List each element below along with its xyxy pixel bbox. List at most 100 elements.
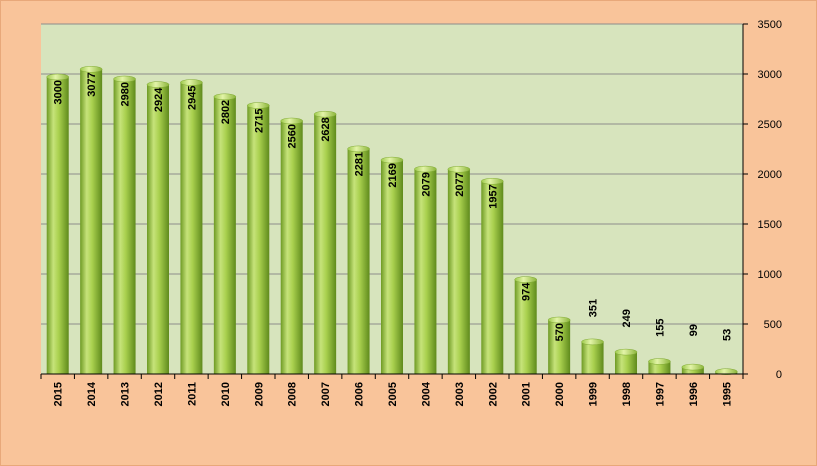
data-label: 2169 — [387, 163, 399, 187]
x-tick-label: 2006 — [354, 382, 366, 406]
data-label: 2980 — [120, 82, 132, 106]
bar-group: 2628 — [313, 110, 337, 374]
bar-group: 2924 — [146, 81, 170, 374]
bar — [247, 105, 270, 374]
x-tick-label: 2013 — [120, 382, 132, 406]
x-tick-label: 2009 — [253, 382, 265, 406]
bar-cap — [46, 73, 69, 81]
bar-cap — [614, 348, 638, 356]
bar-group: 249 — [614, 309, 638, 374]
data-label: 2281 — [354, 152, 366, 176]
bar-cap — [213, 93, 237, 101]
data-label: 2077 — [454, 172, 466, 196]
x-tick-label: 2011 — [186, 382, 198, 406]
bar-cap — [581, 338, 604, 346]
bar-group: 2079 — [414, 165, 437, 374]
data-label: 3077 — [86, 72, 98, 96]
bar-cap — [146, 81, 170, 88]
x-tick-label: 2007 — [320, 382, 332, 406]
data-label: 1957 — [487, 184, 499, 208]
bar — [481, 181, 504, 374]
bar-group: 2281 — [347, 145, 370, 374]
data-label: 99 — [688, 324, 700, 336]
x-tick-label: 1996 — [688, 382, 700, 406]
data-label: 2560 — [287, 124, 299, 148]
bar-group: 974 — [514, 276, 537, 374]
bar — [681, 367, 704, 374]
bar-group: 99 — [681, 324, 705, 374]
x-tick-label: 2004 — [420, 381, 432, 406]
bar — [213, 96, 236, 375]
axes: 0 500 1000 1500 2000 2500 3000 3500 2015 2014 2013… — [40, 19, 782, 406]
bar — [615, 352, 637, 374]
bar-cap — [79, 66, 103, 73]
y-tick-label: 3000 — [758, 69, 782, 81]
bar-cap — [715, 368, 738, 375]
y-tick-label: 1500 — [758, 219, 782, 231]
data-label: 155 — [654, 319, 666, 337]
bar-group: 2077 — [447, 166, 471, 374]
bar-group: 155 — [648, 319, 671, 374]
bar-group: 351 — [581, 299, 604, 374]
x-tick-label: 2002 — [487, 382, 499, 406]
x-tick-label: 2001 — [521, 382, 533, 406]
bar-cap — [447, 166, 471, 173]
bar — [80, 69, 103, 375]
y-tick-label: 2000 — [758, 169, 782, 181]
bar — [581, 341, 604, 374]
data-label: 2802 — [220, 100, 232, 124]
bar-cap — [414, 165, 437, 173]
y-tick-label: 2500 — [758, 119, 782, 131]
bar-group: 53 — [715, 329, 738, 375]
bar — [381, 160, 403, 374]
bar — [147, 84, 169, 374]
x-tick-label: 2012 — [153, 382, 165, 406]
bar-group: 2802 — [213, 93, 237, 375]
x-tick-label: 2008 — [287, 382, 299, 406]
x-tick-label: 2000 — [554, 382, 566, 406]
bar-cap — [380, 156, 404, 164]
data-label: 2924 — [153, 87, 165, 112]
bar-cap — [681, 363, 705, 371]
x-tick-label: 2015 — [53, 382, 65, 406]
bar — [314, 114, 337, 374]
data-label: 3000 — [53, 80, 65, 104]
bar — [46, 77, 69, 374]
bar-group: 2560 — [280, 117, 303, 374]
bar — [548, 320, 571, 374]
bar-cap — [180, 79, 203, 86]
bar — [347, 148, 370, 374]
bar — [648, 361, 671, 374]
bar-group: 2980 — [113, 75, 136, 374]
bar-group: 2715 — [247, 102, 270, 374]
x-tick-label: 1999 — [588, 382, 600, 406]
data-label: 2945 — [186, 86, 198, 110]
bars: 3000 3077 2980 2924 2945 2802 2715 2560 2628 2281… — [46, 66, 738, 375]
data-label: 2079 — [420, 172, 432, 196]
x-tick-label: 2003 — [454, 382, 466, 406]
x-tick-label: 2014 — [86, 381, 98, 406]
data-label: 974 — [521, 282, 533, 301]
y-tick-label: 3500 — [758, 19, 782, 31]
x-tick-label: 2010 — [220, 382, 232, 406]
bar — [280, 121, 303, 374]
bar-cap — [514, 276, 537, 283]
bar-group: 1957 — [481, 178, 504, 374]
x-tick-label: 1997 — [654, 382, 666, 406]
bar-group: 570 — [547, 316, 571, 374]
data-label: 570 — [554, 323, 566, 341]
data-label: 2715 — [253, 109, 265, 133]
y-tick-label: 500 — [764, 319, 782, 331]
bar-group: 2169 — [380, 156, 404, 374]
bar — [447, 169, 470, 374]
x-tick-label: 2005 — [387, 382, 399, 406]
data-label: 351 — [588, 299, 600, 317]
bar-cap — [547, 316, 571, 324]
x-tick-label: 1995 — [721, 382, 733, 406]
bar-cap — [280, 117, 303, 125]
bar-cap — [481, 178, 504, 185]
bar-group: 3077 — [79, 66, 103, 375]
bar — [113, 79, 136, 374]
